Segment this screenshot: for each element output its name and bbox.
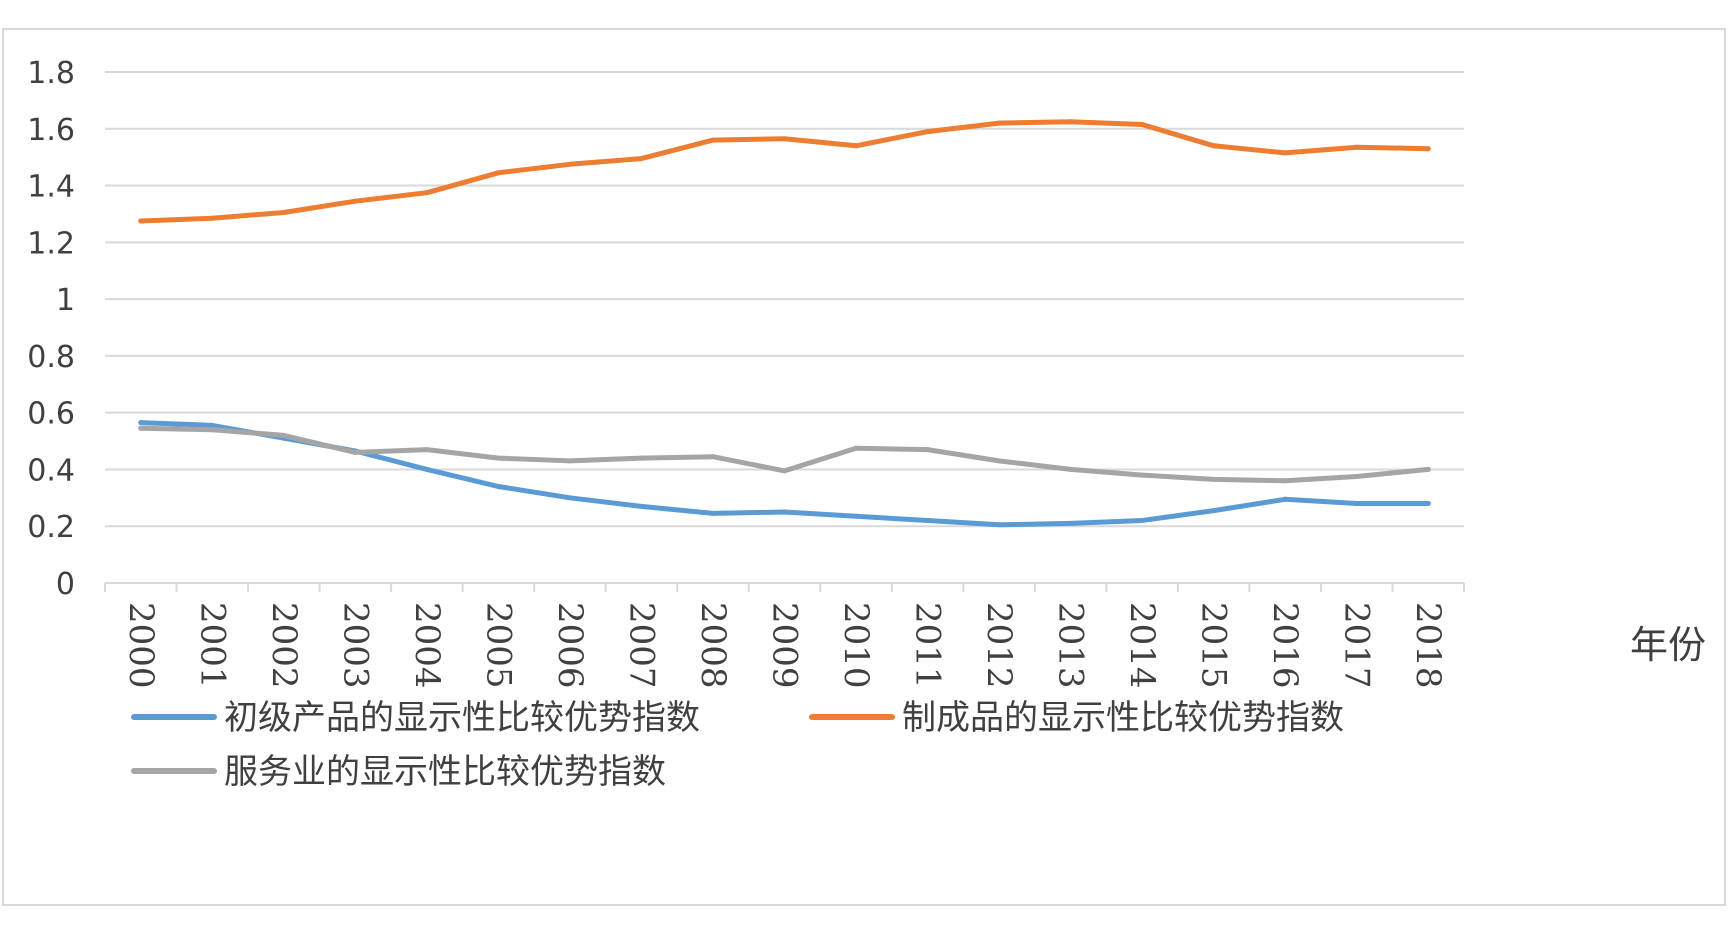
- data-point: [1425, 146, 1431, 152]
- data-point: [782, 509, 787, 515]
- data-point: [1354, 144, 1360, 150]
- data-point: [710, 510, 716, 516]
- data-point: [138, 420, 144, 426]
- x-tick-label: 2017: [1337, 602, 1377, 689]
- data-point: [925, 518, 931, 524]
- data-point: [495, 170, 501, 176]
- x-tick-label: 2003: [335, 602, 375, 689]
- data-point: [710, 454, 716, 460]
- data-point: [1068, 520, 1074, 526]
- series-lines: [138, 119, 1431, 528]
- legend-label: 制成品的显示性比较优势指数: [902, 698, 1344, 738]
- data-point: [352, 449, 358, 455]
- data-point: [567, 161, 573, 167]
- data-point: [1211, 476, 1217, 482]
- y-tick-label: 1: [56, 283, 75, 318]
- x-axis-title: 年份: [1630, 623, 1706, 667]
- data-point: [567, 495, 573, 501]
- y-tick-label: 0: [56, 567, 75, 602]
- legend-label: 服务业的显示性比较优势指数: [224, 752, 666, 792]
- x-tick-label: 2018: [1408, 602, 1448, 689]
- y-tick-label: 0.6: [27, 397, 75, 432]
- data-point: [996, 458, 1002, 464]
- gridlines: [105, 71, 1464, 528]
- x-tick-label: 2012: [979, 602, 1019, 689]
- data-point: [853, 143, 859, 149]
- data-point: [424, 447, 430, 453]
- data-point: [1211, 508, 1217, 514]
- data-point: [209, 427, 215, 433]
- series-line-1: [138, 420, 1431, 528]
- data-point: [424, 466, 430, 472]
- data-point: [1139, 472, 1145, 478]
- data-point: [782, 136, 787, 142]
- data-point: [495, 455, 501, 461]
- data-point: [638, 503, 644, 509]
- data-point: [1425, 501, 1431, 507]
- data-point: [925, 129, 931, 135]
- data-point: [1068, 466, 1074, 472]
- legend-label: 初级产品的显示性比较优势指数: [224, 698, 700, 738]
- x-tick-label: 2010: [836, 602, 876, 689]
- data-point: [281, 432, 287, 438]
- data-point: [424, 190, 430, 196]
- data-point: [1282, 478, 1288, 484]
- x-tick-label: 2014: [1122, 602, 1162, 689]
- data-point: [925, 447, 931, 453]
- x-tick-label: 2009: [765, 602, 805, 689]
- y-tick-label: 0.8: [27, 340, 75, 375]
- data-point: [1354, 501, 1360, 507]
- data-point: [352, 198, 358, 204]
- data-point: [710, 137, 716, 143]
- y-tick-label: 1.2: [27, 226, 75, 261]
- x-tick-label: 2002: [264, 602, 304, 689]
- data-point: [638, 156, 644, 162]
- x-tick-label: 2007: [621, 602, 661, 689]
- data-point: [138, 218, 144, 224]
- data-point: [1282, 150, 1288, 156]
- data-point: [209, 422, 215, 428]
- line-chart: 00.20.40.60.811.21.41.61.8 2000 2001 2002 2…: [27, 56, 1706, 792]
- data-point: [853, 513, 859, 519]
- y-tick-label: 1.4: [27, 170, 75, 205]
- chart-frame: 0 0.2 0.4 0.6 0.8 1 1.2 1.4 1.6 1.8 2000 2001 2002 2…: [2, 28, 1726, 906]
- data-point: [1282, 496, 1288, 502]
- data-point: [1354, 474, 1360, 480]
- x-tick-label: 2000: [121, 602, 161, 689]
- x-axis: [104, 582, 1465, 592]
- y-tick-label: 1.6: [27, 113, 75, 148]
- y-tick-labels: 0 0.2 0.4 0.6 0.8 1 1.2 1.4 1.6 1.8: [27, 56, 75, 602]
- data-point: [1068, 119, 1074, 125]
- data-point: [1211, 143, 1217, 149]
- x-tick-label: 2001: [192, 602, 232, 689]
- data-point: [1139, 122, 1145, 128]
- x-tick-label: 2005: [478, 602, 518, 689]
- data-point: [495, 483, 501, 489]
- data-point: [996, 120, 1002, 126]
- x-tick-labels: 2000 2001 2002 2003 2004 2005 2006 2007 2008 2009…: [121, 602, 1448, 689]
- x-tick-label: 2016: [1265, 602, 1305, 689]
- data-point: [281, 210, 287, 216]
- x-tick-label: 2004: [407, 602, 447, 689]
- x-tick-label: 2011: [908, 602, 948, 689]
- data-point: [567, 458, 573, 464]
- data-point: [782, 468, 787, 474]
- x-tick-label: 2006: [550, 602, 590, 689]
- x-tick-label: 2015: [1194, 602, 1234, 689]
- data-point: [138, 425, 144, 431]
- y-tick-label: 0.4: [27, 453, 75, 488]
- x-tick-label: 2013: [1051, 602, 1091, 689]
- data-point: [209, 215, 215, 221]
- data-point: [1425, 466, 1431, 472]
- y-tick-label: 0.2: [27, 510, 75, 545]
- data-point: [853, 445, 859, 451]
- y-tick-label: 1.8: [27, 56, 75, 91]
- x-tick-label: 2008: [693, 602, 733, 689]
- data-point: [996, 522, 1002, 528]
- data-point: [638, 455, 644, 461]
- data-point: [1139, 518, 1145, 524]
